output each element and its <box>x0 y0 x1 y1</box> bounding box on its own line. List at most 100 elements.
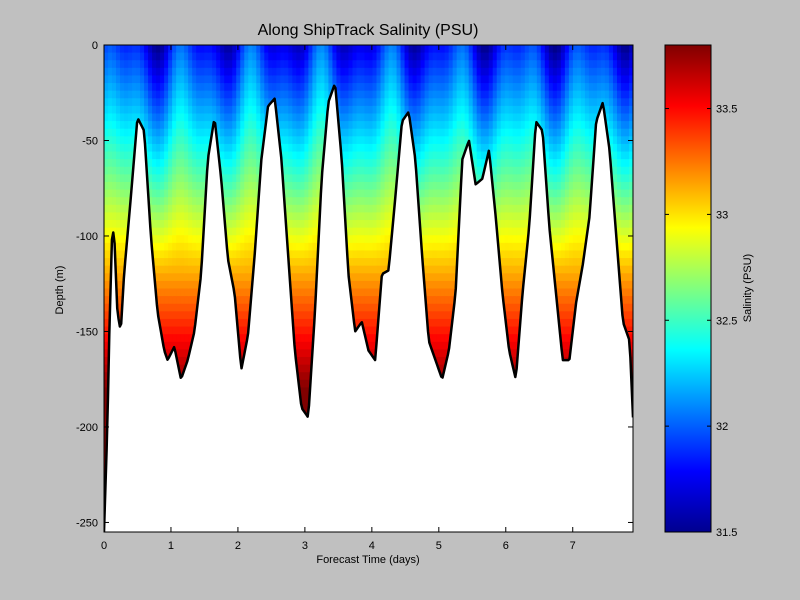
heatmap-cell <box>128 136 133 145</box>
heatmap-cell <box>356 121 362 130</box>
heatmap-cell <box>300 387 305 396</box>
heatmap-cell <box>252 128 257 137</box>
heatmap-cell <box>300 174 305 183</box>
heatmap-cell <box>120 121 125 130</box>
heatmap-cell <box>240 318 245 328</box>
heatmap-cell <box>104 212 109 221</box>
heatmap-cell <box>200 204 205 214</box>
heatmap-cell <box>212 113 217 122</box>
heatmap-cell <box>152 128 157 137</box>
heatmap-cell <box>300 235 305 244</box>
heatmap-cell <box>116 83 121 92</box>
heatmap-cell <box>312 265 317 274</box>
heatmap-cell <box>352 311 358 320</box>
heatmap-cell <box>316 159 322 168</box>
heatmap-cell <box>412 45 418 54</box>
heatmap-cell <box>348 67 354 77</box>
heatmap-cell <box>376 220 382 229</box>
heatmap-cell <box>184 288 189 297</box>
heatmap-cell <box>296 280 301 290</box>
heatmap-cell <box>336 52 342 61</box>
heatmap-cell <box>244 296 249 305</box>
heatmap-cell <box>304 113 309 122</box>
heatmap-cell <box>116 128 121 137</box>
heatmap-cell <box>204 98 209 107</box>
heatmap-cell <box>116 296 121 305</box>
heatmap-cell <box>244 204 249 214</box>
heatmap-cell <box>200 52 205 61</box>
heatmap-cell <box>292 136 297 145</box>
heatmap-cell <box>312 166 317 175</box>
heatmap-cell <box>268 67 273 77</box>
heatmap-cell <box>168 265 173 274</box>
heatmap-cell <box>208 67 213 77</box>
heatmap-cell <box>120 258 125 267</box>
heatmap-cell <box>244 288 249 297</box>
heatmap-cell <box>160 136 165 145</box>
heatmap-cell <box>136 45 141 54</box>
heatmap-cell <box>360 204 366 214</box>
heatmap-cell <box>104 372 109 381</box>
heatmap-cell <box>240 83 245 92</box>
heatmap-cell <box>372 181 378 191</box>
heatmap-cell <box>352 250 358 259</box>
heatmap-cell <box>356 60 362 69</box>
heatmap-cell <box>296 364 301 373</box>
heatmap-cell <box>244 159 249 168</box>
heatmap-cell <box>356 227 362 236</box>
heatmap-cell <box>172 197 177 206</box>
heatmap-cell <box>304 402 309 411</box>
heatmap-cell <box>132 52 137 61</box>
heatmap-cell <box>388 159 394 168</box>
heatmap-cell <box>200 98 205 107</box>
heatmap-cell <box>412 98 418 107</box>
heatmap-cell <box>112 197 117 206</box>
heatmap-cell <box>168 250 173 259</box>
heatmap-cell <box>228 75 233 84</box>
heatmap-cell <box>112 67 117 77</box>
heatmap-cell <box>248 67 253 77</box>
heatmap-cell <box>360 151 366 160</box>
heatmap-cell <box>352 151 358 160</box>
heatmap-cell <box>228 227 233 236</box>
heatmap-cell <box>352 258 358 267</box>
heatmap-cell <box>316 181 322 191</box>
heatmap-cell <box>212 60 217 69</box>
heatmap-cell <box>380 159 386 168</box>
heatmap-cell <box>160 52 165 61</box>
heatmap-cell <box>220 45 225 54</box>
heatmap-cell <box>108 151 113 160</box>
heatmap-cell <box>384 197 390 206</box>
heatmap-cell <box>224 143 229 153</box>
heatmap-cell <box>384 227 390 236</box>
heatmap-cell <box>332 67 338 77</box>
heatmap-cell <box>188 311 193 320</box>
heatmap-cell <box>352 220 358 229</box>
heatmap-cell <box>208 52 213 61</box>
heatmap-cell <box>164 334 169 343</box>
heatmap-cell <box>112 105 117 115</box>
heatmap-cell <box>288 113 293 122</box>
heatmap-cell <box>196 105 201 115</box>
heatmap-cell <box>280 151 285 160</box>
heatmap-cell <box>120 235 125 244</box>
heatmap-cell <box>392 166 398 175</box>
heatmap-cell <box>192 128 197 137</box>
heatmap-cell <box>120 60 125 69</box>
heatmap-cell <box>224 174 229 183</box>
heatmap-cell <box>244 83 249 92</box>
heatmap-cell <box>120 166 125 175</box>
heatmap-cell <box>216 52 221 61</box>
heatmap-cell <box>104 60 109 69</box>
heatmap-cell <box>320 60 326 69</box>
heatmap-cell <box>364 159 370 168</box>
heatmap-cell <box>184 52 189 61</box>
heatmap-cell <box>264 67 269 77</box>
heatmap-cell <box>176 303 181 312</box>
heatmap-cell <box>184 227 189 236</box>
heatmap-cell <box>104 288 109 297</box>
heatmap-cell <box>132 121 137 130</box>
heatmap-cell <box>116 288 121 297</box>
heatmap-cell <box>188 288 193 297</box>
heatmap-cell <box>124 151 129 160</box>
